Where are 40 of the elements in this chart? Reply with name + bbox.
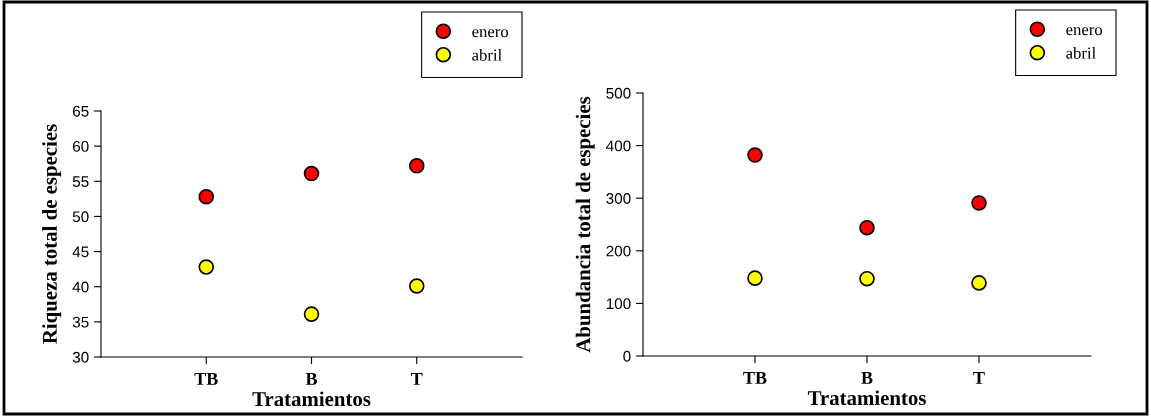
point — [859, 219, 875, 236]
y-tick-label: 0 — [623, 350, 631, 362]
y-tick-label: 40 — [72, 281, 89, 293]
y-axis-title: Abundancia total de especies — [575, 96, 595, 353]
y-tick-label: 60 — [72, 141, 89, 152]
y-tick-label: 55 — [72, 176, 89, 187]
point — [747, 147, 763, 163]
point — [408, 158, 425, 174]
x-tick-label: T — [973, 371, 985, 384]
point — [198, 188, 215, 205]
legend-label: abril — [1066, 46, 1096, 59]
point — [303, 306, 320, 322]
y-tick-label: 500 — [606, 87, 631, 99]
x-axis-title: Tratamientos — [807, 390, 926, 406]
y-tick-label: 30 — [72, 351, 89, 363]
y-tick-label: 300 — [606, 193, 631, 204]
point — [303, 165, 320, 182]
point — [408, 278, 425, 294]
point — [747, 270, 763, 286]
y-tick-label: 65 — [72, 105, 89, 117]
x-axis-title: Tratamientos — [252, 391, 371, 407]
x-tick-label: TB — [743, 371, 767, 384]
point — [971, 195, 987, 211]
y-tick-label: 50 — [72, 211, 89, 223]
point — [971, 275, 987, 291]
x-tick-label: B — [861, 371, 873, 384]
point — [859, 270, 875, 287]
legend-label: abril — [472, 48, 502, 61]
y-tick-label: 35 — [72, 316, 89, 328]
legend-label: enero — [1066, 27, 1103, 36]
y-tick-label: 45 — [72, 246, 89, 258]
y-tick-label: 400 — [606, 140, 631, 152]
y-tick-label: 200 — [606, 245, 631, 257]
x-tick-label: B — [305, 372, 318, 385]
x-tick-label: TB — [194, 372, 218, 385]
legend-label: enero — [472, 29, 509, 38]
point — [198, 259, 215, 275]
x-tick-label: T — [411, 372, 423, 385]
y-tick-label: 100 — [606, 298, 631, 310]
y-axis-title: Riqueza total de especies — [42, 124, 62, 344]
